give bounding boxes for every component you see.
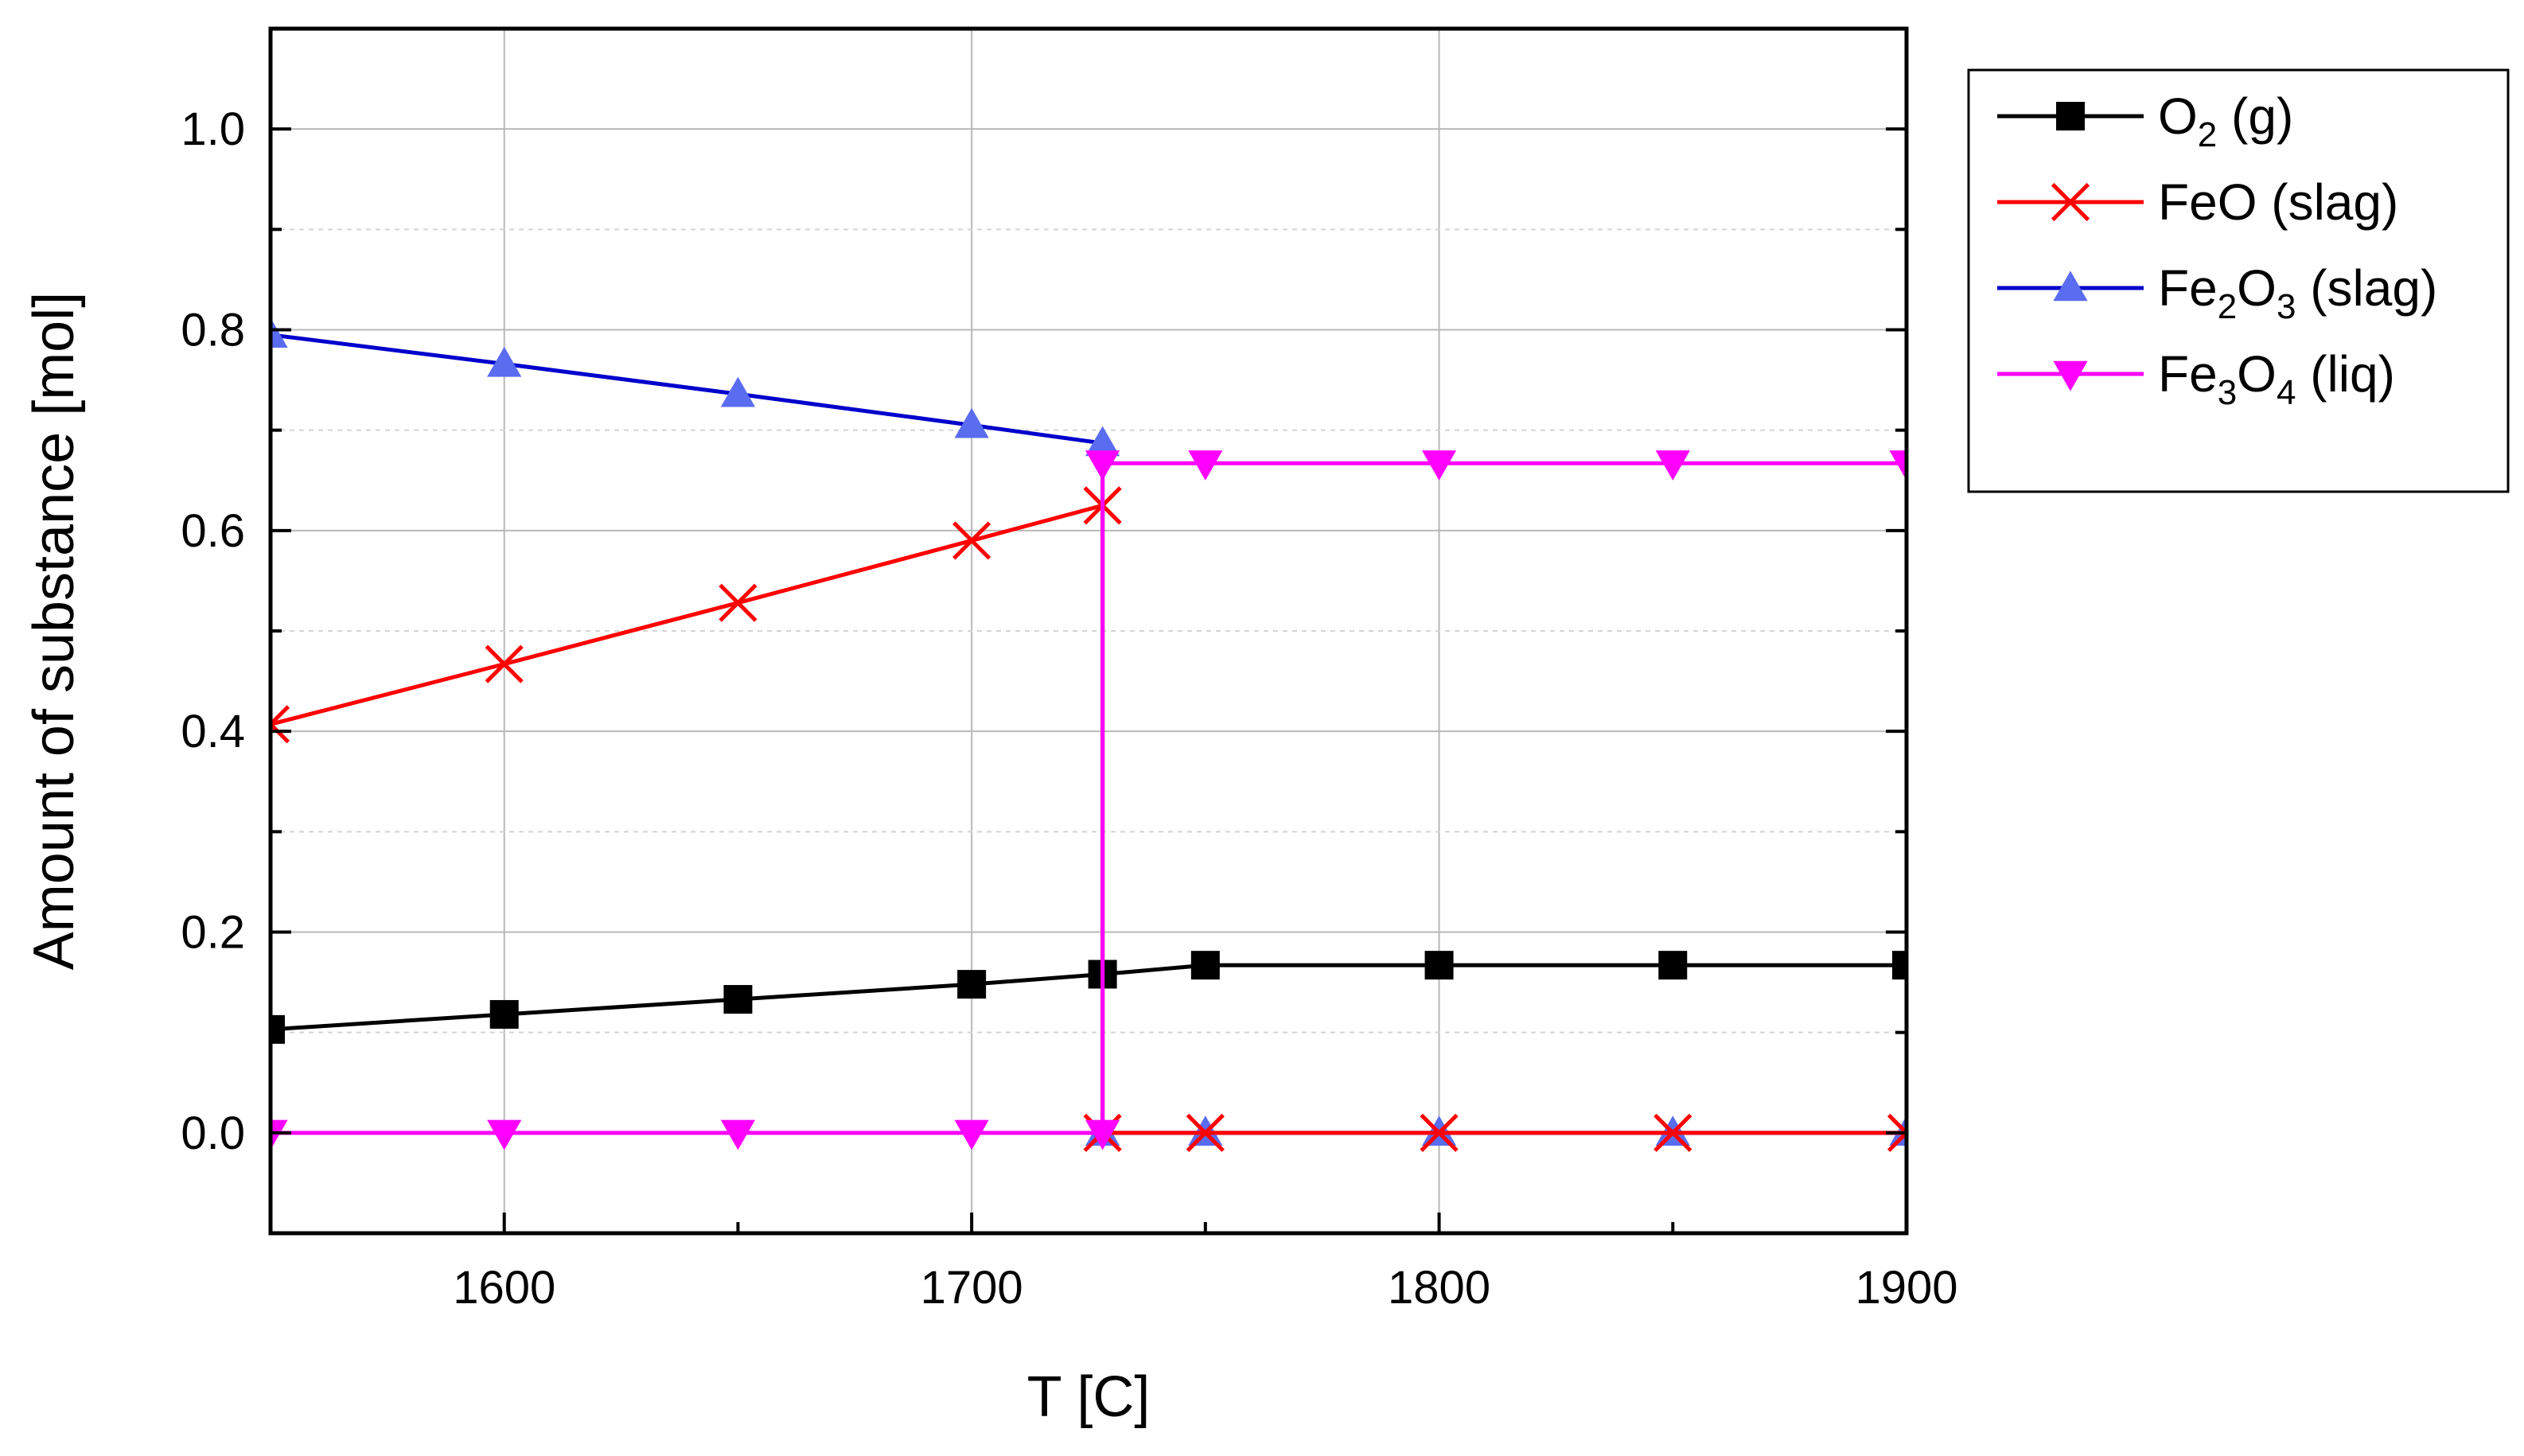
data-point — [720, 1119, 756, 1150]
marker-stroke — [271, 721, 290, 744]
legend-label: Fe3O4 (liq) — [2158, 345, 2395, 412]
legend-item: O2 (g) — [1997, 88, 2293, 154]
marker-stroke — [1420, 1113, 1459, 1152]
y-axis-title: Amount of substance [mol] — [22, 292, 86, 970]
legend-marker — [2056, 102, 2085, 130]
y-tick-label: 0.0 — [181, 1108, 245, 1159]
data-point — [271, 705, 290, 744]
legend: O2 (g)FeO (slag)Fe2O3 (slag)Fe3O4 (liq) — [1967, 68, 2510, 493]
tick-labels: 1600 1700 1800 1900 0.0 0.2 0.4 0.6 0.8 1.0 — [181, 103, 1957, 1314]
data-point — [485, 644, 524, 683]
series-line — [271, 461, 1907, 1135]
legend-text-part: Fe — [2158, 259, 2218, 317]
data-point — [1085, 426, 1120, 457]
legend-item: FeO (slag) — [1997, 173, 2398, 231]
data-point — [271, 317, 288, 348]
legend-text-part: (slag) — [2257, 173, 2398, 231]
x-axis-title: T [C] — [1027, 1365, 1151, 1429]
data-point — [1190, 951, 1220, 980]
legend-item: Fe3O4 (liq) — [1997, 345, 2395, 412]
data-point — [1653, 1113, 1692, 1152]
data-point — [1658, 951, 1688, 980]
marker-stroke — [1653, 1113, 1692, 1152]
legend-subscript: 2 — [2198, 115, 2217, 154]
data-point — [1424, 951, 1454, 980]
data-point — [954, 407, 989, 438]
x-tick-label: 1800 — [1388, 1262, 1490, 1314]
data-point — [489, 999, 519, 1029]
data-point — [723, 985, 753, 1014]
legend-text-part: (g) — [2217, 88, 2293, 145]
legend-text-part: O — [2237, 259, 2277, 317]
data-point — [271, 1014, 285, 1044]
x-tick-label: 1900 — [1855, 1262, 1957, 1314]
x-tick-label: 1600 — [453, 1262, 555, 1314]
data-point — [1887, 1113, 1907, 1152]
legend-label: O2 (g) — [2158, 88, 2293, 154]
series-fe3o4-liq- — [271, 450, 1907, 1150]
data-point — [1655, 450, 1690, 481]
data-point — [1889, 450, 1907, 481]
marker-stroke — [719, 583, 758, 622]
data-point — [487, 346, 522, 377]
legend-text-part: Fe — [2158, 345, 2218, 403]
marker-stroke — [2051, 182, 2090, 222]
legend-text-part: O — [2237, 345, 2277, 403]
legend-marker — [2053, 271, 2088, 302]
data-point — [719, 583, 758, 622]
data-point — [271, 1119, 288, 1150]
data-point — [952, 521, 991, 560]
x-tick-label: 1700 — [921, 1262, 1023, 1314]
legend-subscript: 3 — [2277, 287, 2296, 326]
data-point — [1085, 1119, 1120, 1150]
data-point — [1186, 1113, 1225, 1152]
data-point — [954, 1119, 989, 1150]
legend-label: FeO (slag) — [2158, 173, 2398, 231]
legend-subscript: 3 — [2218, 373, 2237, 412]
grid-lines — [271, 29, 1907, 1233]
data-point — [1420, 1113, 1459, 1152]
y-tick-label: 0.2 — [181, 907, 245, 959]
legend-marker — [2051, 182, 2090, 222]
legend-text-part: O — [2158, 88, 2198, 145]
y-tick-label: 0.6 — [181, 505, 245, 557]
y-tick-label: 0.4 — [181, 706, 245, 757]
marker-stroke — [1887, 1130, 1907, 1152]
legend-marker — [2053, 360, 2088, 391]
legend-label: Fe2O3 (slag) — [2158, 259, 2437, 326]
legend-subscript: 4 — [2277, 373, 2296, 412]
legend-text-part: (slag) — [2296, 259, 2437, 317]
data-point — [1085, 450, 1120, 481]
series-layer — [271, 317, 1907, 1152]
data-point — [1421, 450, 1457, 481]
y-tick-label: 1.0 — [181, 103, 245, 155]
data-point — [1188, 450, 1223, 481]
marker-stroke — [271, 705, 290, 727]
data-point — [720, 376, 756, 407]
legend-text-part: FeO — [2158, 173, 2257, 231]
legend-box — [1967, 68, 2510, 493]
data-point — [487, 1119, 522, 1150]
marker-stroke — [952, 521, 991, 560]
marker-stroke — [1887, 1113, 1907, 1136]
legend-text-part: (liq) — [2296, 345, 2394, 403]
marker-stroke — [485, 644, 524, 683]
legend-item: Fe2O3 (slag) — [1997, 259, 2437, 326]
y-tick-label: 0.8 — [181, 305, 245, 356]
data-point — [957, 970, 987, 999]
data-point — [1892, 951, 1907, 980]
legend-subscript: 2 — [2218, 287, 2237, 326]
marker-stroke — [1186, 1113, 1225, 1152]
axis-ticks — [269, 27, 1908, 1235]
